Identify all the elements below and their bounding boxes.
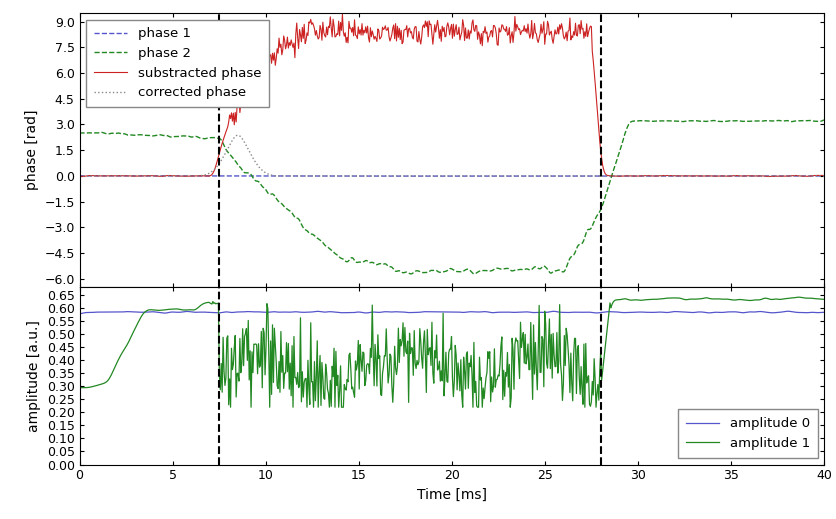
- Line: amplitude 0: amplitude 0: [79, 311, 823, 313]
- phase 2: [818, 117, 828, 123]
- amplitude 1: [527, 397, 537, 403]
- amplitude 0: [548, 308, 558, 315]
- corrected phase: [549, 173, 559, 179]
- corrected phase: [507, 173, 517, 179]
- corrected phase: [640, 173, 650, 179]
- substracted phase: [337, 11, 347, 18]
- phase 2: [120, 131, 130, 137]
- phase 1: [549, 173, 559, 179]
- substracted phase: [818, 172, 828, 179]
- phase 1: [818, 173, 828, 179]
- phase 2: [549, 268, 559, 274]
- amplitude 1: [120, 345, 130, 351]
- Line: corrected phase: corrected phase: [79, 135, 823, 176]
- substracted phase: [507, 39, 517, 46]
- amplitude 0: [818, 309, 828, 316]
- phase 1: [640, 173, 650, 179]
- phase 1: [507, 173, 517, 179]
- phase 2: [468, 271, 478, 277]
- phase 1: [716, 173, 726, 179]
- amplitude 0: [507, 309, 517, 316]
- phase 2: [716, 118, 726, 125]
- corrected phase: [120, 173, 130, 179]
- Y-axis label: amplitude [a.u.]: amplitude [a.u.]: [27, 320, 41, 432]
- phase 1: [354, 173, 364, 179]
- phase 2: [640, 118, 650, 124]
- amplitude 1: [818, 296, 828, 303]
- amplitude 1: [716, 296, 726, 302]
- amplitude 1: [640, 297, 650, 303]
- Line: phase 2: phase 2: [79, 120, 823, 274]
- phase 1: [527, 173, 537, 179]
- Line: amplitude 1: amplitude 1: [79, 297, 823, 407]
- phase 1: [120, 173, 130, 179]
- corrected phase: [818, 173, 828, 179]
- amplitude 0: [120, 309, 130, 315]
- substracted phase: [74, 173, 84, 180]
- amplitude 1: [507, 347, 517, 353]
- corrected phase: [232, 132, 242, 139]
- amplitude 0: [74, 310, 84, 317]
- substracted phase: [549, 27, 559, 33]
- substracted phase: [527, 35, 537, 42]
- amplitude 1: [793, 294, 803, 301]
- Legend: amplitude 0, amplitude 1: amplitude 0, amplitude 1: [677, 409, 817, 458]
- corrected phase: [716, 173, 726, 179]
- amplitude 1: [549, 363, 559, 370]
- phase 2: [527, 266, 537, 272]
- corrected phase: [527, 173, 537, 179]
- amplitude 0: [715, 309, 725, 316]
- corrected phase: [74, 173, 84, 179]
- phase 2: [507, 268, 517, 274]
- X-axis label: Time [ms]: Time [ms]: [416, 488, 487, 502]
- amplitude 0: [782, 308, 793, 315]
- substracted phase: [762, 173, 772, 180]
- amplitude 0: [526, 309, 536, 316]
- amplitude 1: [74, 385, 84, 391]
- substracted phase: [120, 173, 130, 179]
- substracted phase: [640, 172, 650, 179]
- amplitude 0: [639, 309, 649, 316]
- Legend: phase 1, phase 2, substracted phase, corrected phase: phase 1, phase 2, substracted phase, cor…: [86, 20, 268, 107]
- phase 1: [74, 173, 84, 179]
- amplitude 1: [225, 404, 235, 411]
- phase 2: [74, 130, 84, 136]
- Line: substracted phase: substracted phase: [79, 15, 823, 176]
- Y-axis label: phase [rad]: phase [rad]: [25, 110, 38, 190]
- substracted phase: [716, 173, 726, 179]
